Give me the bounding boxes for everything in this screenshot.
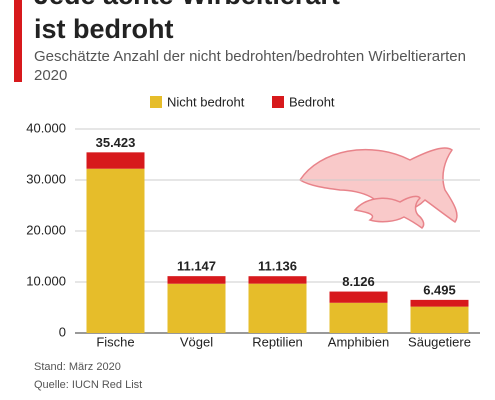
bar-segment [86,152,145,169]
bar-segment [329,291,388,303]
x-tick-label: Amphibien [328,334,389,349]
legend-label: Bedroht [289,94,335,109]
chart-title: Jede achte Wirbeltierart ist bedroht [34,0,340,44]
data-label: 11.147 [177,259,216,274]
dolphin-illustration [298,147,458,229]
legend-swatch [150,96,162,108]
y-tick-label: 40.000 [26,120,66,135]
x-tick-label: Fische [96,334,134,349]
data-label: 6.495 [423,282,456,297]
y-tick-label: 0 [59,324,66,339]
chart-subtitle: Geschätzte Anzahl der nicht bedrohten/be… [34,48,466,84]
data-label: 11.136 [258,259,297,274]
data-label: 8.126 [342,274,375,289]
bar-segment [86,168,145,333]
bar-segment [410,306,469,333]
x-tick-label: Reptilien [252,334,303,349]
y-tick-label: 10.000 [26,273,66,288]
bar-segment [167,276,226,284]
x-tick-label: Vögel [180,334,213,349]
bar-segment [410,299,469,307]
bar-segment [167,283,226,333]
legend-label: Nicht bedroht [167,94,245,109]
y-tick-label: 20.000 [26,222,66,237]
x-tick-label: Säugetiere [408,334,471,349]
bar-segment [248,276,307,284]
accent-bar [14,0,22,82]
y-tick-label: 30.000 [26,171,66,186]
note: Stand: März 2020 [34,361,121,373]
note: Quelle: IUCN Red List [34,379,142,391]
legend-swatch [272,96,284,108]
bar-segment [329,302,388,333]
data-label: 35.423 [96,135,136,150]
bar-segment [248,283,307,333]
